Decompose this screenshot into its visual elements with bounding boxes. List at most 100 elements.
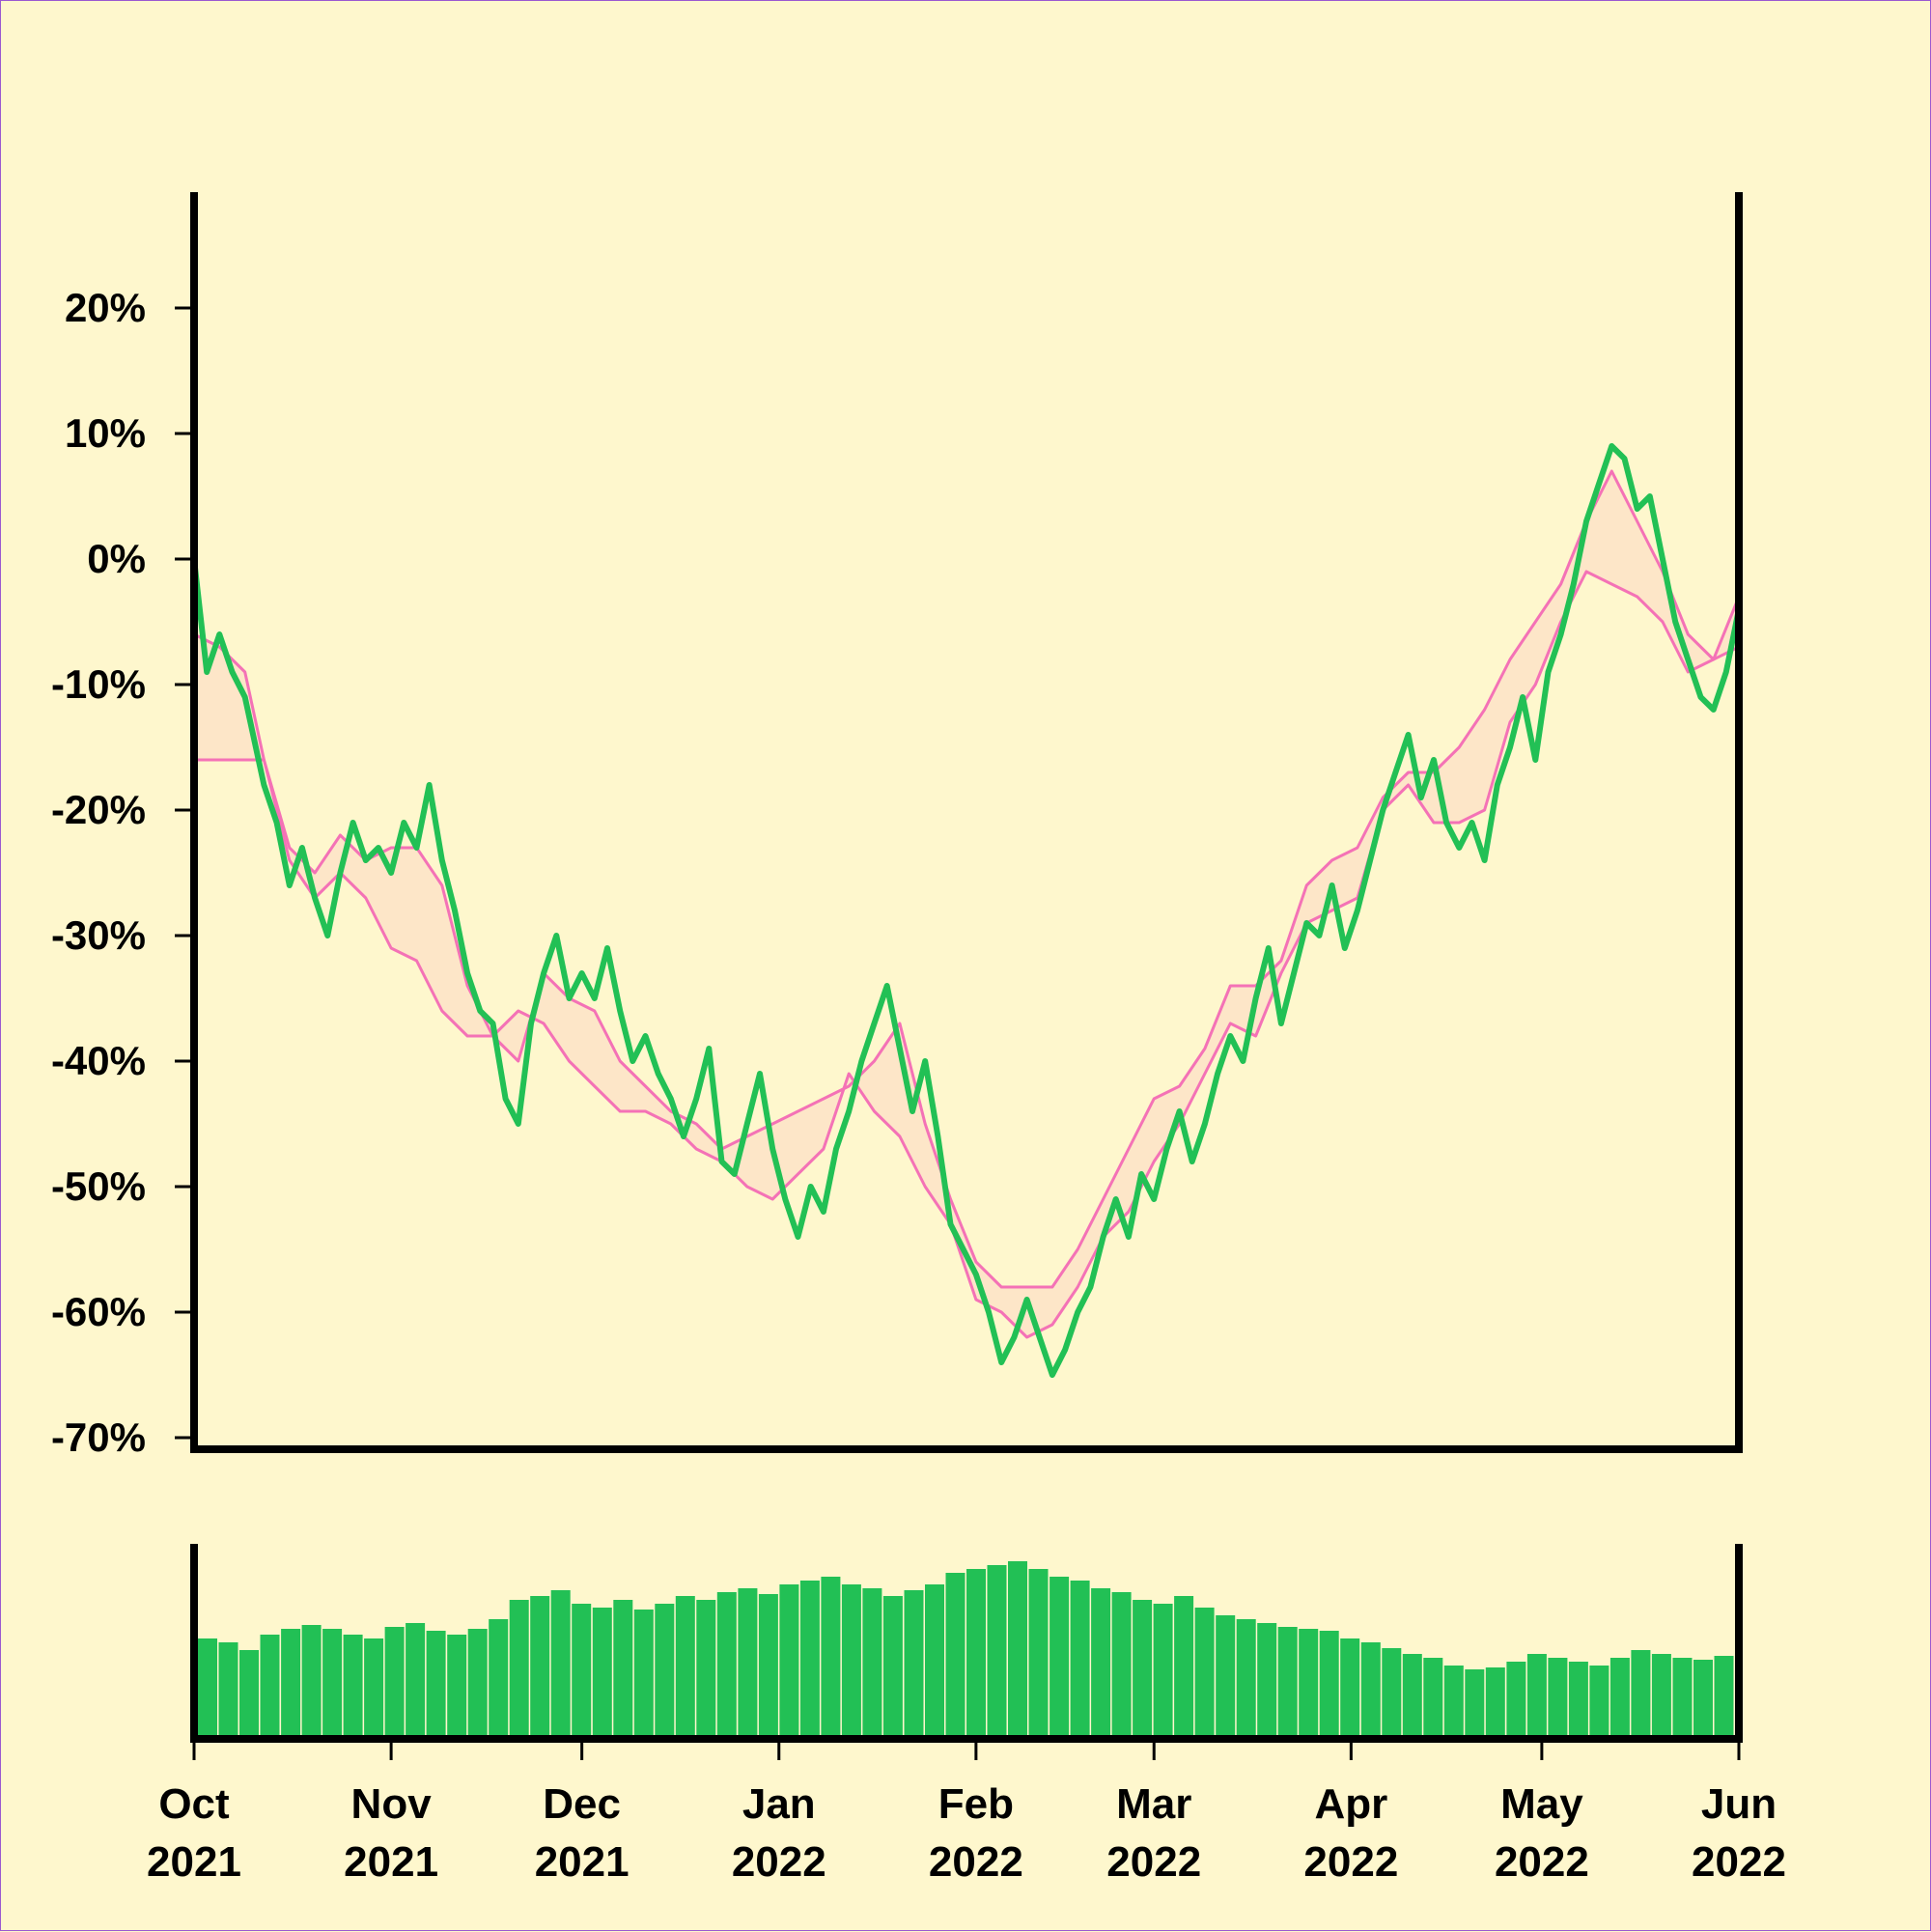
volume-bar bbox=[1506, 1662, 1526, 1735]
volume-bar bbox=[862, 1588, 882, 1735]
x-tick-year: 2022 bbox=[1303, 1838, 1398, 1886]
x-tick-month: Mar bbox=[1116, 1780, 1191, 1828]
volume-bar bbox=[821, 1577, 841, 1735]
volume-bar bbox=[1028, 1569, 1049, 1735]
volume-bar bbox=[1070, 1581, 1090, 1735]
volume-bar bbox=[1174, 1596, 1194, 1735]
volume-bar bbox=[1589, 1666, 1609, 1735]
volume-bar bbox=[1423, 1658, 1443, 1735]
x-tick-month: Dec bbox=[543, 1780, 621, 1828]
volume-bar bbox=[489, 1619, 509, 1735]
x-tick-year: 2022 bbox=[1106, 1838, 1201, 1886]
volume-bar bbox=[572, 1604, 592, 1735]
x-tick-month: Jan bbox=[742, 1780, 816, 1828]
volume-bar bbox=[239, 1650, 259, 1735]
x-tick-year: 2022 bbox=[929, 1838, 1023, 1886]
volume-bar bbox=[467, 1629, 488, 1735]
volume-bar bbox=[1360, 1642, 1381, 1735]
price-chart: 20% 10% 0% -10% -20% -30% -40% -50% -60% -70% bbox=[51, 192, 1743, 1460]
volume-bar bbox=[322, 1629, 343, 1735]
volume-bar bbox=[779, 1584, 799, 1735]
x-tick-month: Apr bbox=[1314, 1780, 1387, 1828]
volume-bar bbox=[1091, 1588, 1111, 1735]
volume-bar bbox=[1651, 1654, 1671, 1735]
volume-bar bbox=[966, 1569, 986, 1735]
volume-bar bbox=[1194, 1608, 1215, 1735]
volume-bar bbox=[1402, 1654, 1422, 1735]
y-tick-label: -60% bbox=[51, 1289, 146, 1334]
volume-bar bbox=[1672, 1658, 1693, 1735]
volume-bar bbox=[799, 1581, 820, 1735]
volume-bar bbox=[592, 1608, 612, 1735]
volume-bar bbox=[218, 1642, 238, 1735]
volume-bar bbox=[904, 1590, 924, 1735]
x-axis-ticks: Oct 2021 Nov 2021 Dec 2021 Jan 2022 Feb 2022 Mar 20… bbox=[147, 1743, 1786, 1886]
volume-bar bbox=[716, 1592, 737, 1735]
volume-bar bbox=[945, 1573, 966, 1735]
volume-bar bbox=[1277, 1627, 1298, 1735]
band-fill bbox=[194, 471, 1739, 1337]
x-tick-year: 2022 bbox=[732, 1838, 826, 1886]
volume-bar bbox=[1236, 1619, 1256, 1735]
x-tick-year: 2021 bbox=[344, 1838, 438, 1886]
band-lower-line bbox=[194, 570, 1740, 1339]
volume-bar bbox=[406, 1623, 426, 1735]
volume-chart: Oct 2021 Nov 2021 Dec 2021 Jan 2022 Feb 2022 Mar 20… bbox=[147, 1544, 1786, 1886]
volume-bar bbox=[696, 1600, 716, 1735]
x-tick-month: Jun bbox=[1701, 1780, 1777, 1828]
volume-bar bbox=[550, 1590, 571, 1735]
volume-bar bbox=[882, 1596, 903, 1735]
volume-bar bbox=[1111, 1592, 1132, 1735]
y-tick-label: -50% bbox=[51, 1163, 146, 1209]
y-tick-label: -10% bbox=[51, 661, 146, 707]
volume-bar bbox=[301, 1625, 322, 1735]
volume-bar bbox=[509, 1600, 529, 1735]
x-tick-year: 2022 bbox=[1692, 1838, 1786, 1886]
x-tick-month: Feb bbox=[938, 1780, 1014, 1828]
volume-bar bbox=[1526, 1654, 1547, 1735]
volume-bar bbox=[1153, 1604, 1173, 1735]
volume-bars bbox=[198, 1561, 1734, 1735]
volume-bar bbox=[841, 1584, 861, 1735]
y-tick-label: -40% bbox=[51, 1038, 146, 1083]
x-tick-month: Nov bbox=[351, 1780, 433, 1828]
volume-bar bbox=[1714, 1656, 1734, 1735]
volume-bar bbox=[1568, 1662, 1588, 1735]
volume-bar bbox=[1693, 1660, 1713, 1735]
volume-bar bbox=[1340, 1638, 1360, 1735]
y-tick-label: -70% bbox=[51, 1414, 146, 1460]
volume-bar bbox=[613, 1600, 633, 1735]
x-tick-year: 2022 bbox=[1495, 1838, 1589, 1886]
volume-bar bbox=[1382, 1648, 1402, 1735]
band-upper-line bbox=[193, 469, 1741, 1289]
volume-bar bbox=[1443, 1666, 1464, 1735]
volume-bar bbox=[1216, 1615, 1236, 1735]
volume-bar bbox=[1485, 1667, 1505, 1735]
volume-bar bbox=[384, 1627, 405, 1735]
volume-bar bbox=[447, 1635, 467, 1735]
volume-bar bbox=[260, 1635, 280, 1735]
y-tick-label: 10% bbox=[65, 410, 146, 456]
y-axis-ticks: 20% 10% 0% -10% -20% -30% -40% -50% -60% -70% bbox=[51, 285, 190, 1460]
volume-bar bbox=[426, 1631, 446, 1735]
y-tick-label: 0% bbox=[87, 536, 146, 581]
volume-bar bbox=[1631, 1650, 1651, 1735]
y-tick-label: -20% bbox=[51, 787, 146, 832]
volume-bar bbox=[1299, 1629, 1319, 1735]
volume-bar bbox=[1465, 1669, 1485, 1735]
volume-bar bbox=[633, 1610, 654, 1735]
volume-bar bbox=[1548, 1658, 1568, 1735]
volume-bar bbox=[1257, 1623, 1277, 1735]
volume-bar bbox=[1319, 1631, 1339, 1735]
volume-bar bbox=[1133, 1600, 1153, 1735]
volume-bar bbox=[281, 1629, 301, 1735]
y-tick-label: 20% bbox=[65, 285, 146, 330]
volume-bar bbox=[987, 1565, 1007, 1735]
volume-bar bbox=[1609, 1658, 1630, 1735]
volume-bar bbox=[758, 1594, 778, 1735]
x-tick-month: Oct bbox=[158, 1780, 230, 1828]
x-tick-year: 2021 bbox=[535, 1838, 630, 1886]
x-tick-month: May bbox=[1500, 1780, 1583, 1828]
